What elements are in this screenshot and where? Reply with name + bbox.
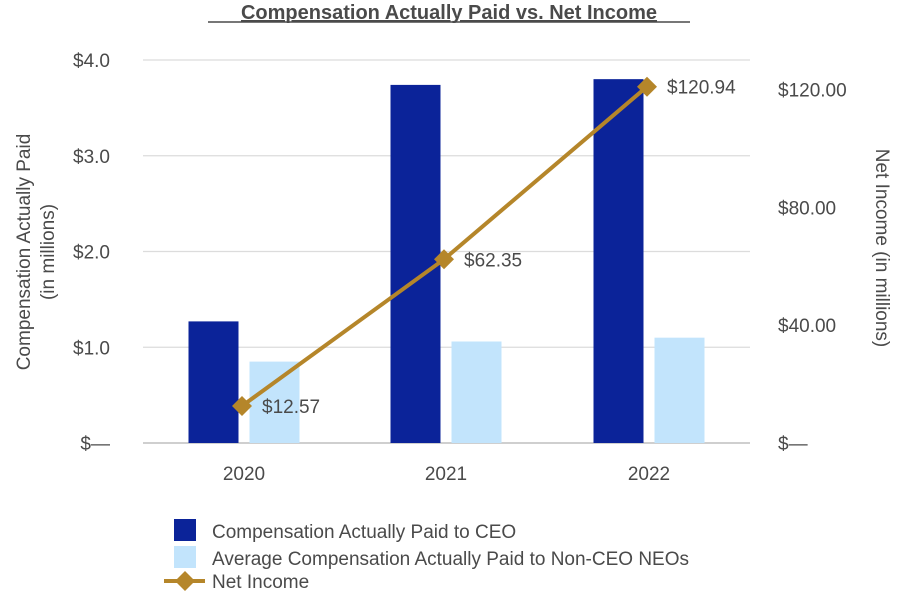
bar-neo <box>451 341 502 443</box>
bar-ceo <box>593 79 644 444</box>
net-income-line <box>240 85 649 408</box>
y2-tick-label: $80.00 <box>778 198 836 219</box>
y-tick-label: $4.0 <box>73 51 110 72</box>
bar-neo <box>249 361 300 443</box>
legend: Compensation Actually Paid to CEO Average… <box>164 519 689 593</box>
legend-marker-net-income <box>175 571 195 591</box>
legend-label-neo: Average Compensation Actually Paid to No… <box>212 549 689 570</box>
y2-tick-label: $120.00 <box>778 80 847 101</box>
x-tick-label: 2021 <box>425 464 467 485</box>
net-income-data-label: $62.35 <box>464 250 522 271</box>
net-income-marker <box>232 395 252 416</box>
y-axis-label-line2: (in millions) <box>38 204 59 300</box>
net-income-data-label: $12.57 <box>262 397 320 418</box>
bar-ceo <box>390 84 441 444</box>
legend-swatch-ceo <box>174 519 196 541</box>
x-tick-label: 2020 <box>223 464 265 485</box>
y-tick-label: $3.0 <box>73 147 110 168</box>
grid <box>143 59 750 444</box>
x-axis-ticks: 2020 2021 2022 <box>223 464 670 485</box>
legend-label-ceo: Compensation Actually Paid to CEO <box>212 522 516 543</box>
x-tick-label: 2022 <box>628 464 670 485</box>
net-income-line-layer: $12.57 $62.35 $120.94 <box>232 76 736 418</box>
y2-tick-label: $40.00 <box>778 316 836 337</box>
y2-tick-label: $— <box>778 434 808 455</box>
chart-title: Compensation Actually Paid vs. Net Incom… <box>241 2 657 24</box>
net-income-marker <box>637 76 657 97</box>
y-tick-label: $2.0 <box>73 243 110 264</box>
y2-axis-label: Net Income (in millions) <box>871 149 892 348</box>
net-income-data-label: $120.94 <box>667 78 736 99</box>
net-income-marker <box>434 249 454 270</box>
y-tick-label: $— <box>80 434 110 455</box>
bars <box>188 79 705 444</box>
bar-ceo <box>188 321 239 443</box>
legend-swatch-neo <box>174 546 196 568</box>
legend-label-net-income: Net Income <box>212 572 309 593</box>
y-tick-label: $1.0 <box>73 338 110 359</box>
y-axis-label-line1: Compensation Actually Paid <box>14 134 35 371</box>
right-axis-ticks: $— $40.00 $80.00 $120.00 <box>778 80 847 455</box>
left-axis-ticks: $— $1.0 $2.0 $3.0 $4.0 <box>73 51 110 455</box>
bar-neo <box>654 337 705 443</box>
